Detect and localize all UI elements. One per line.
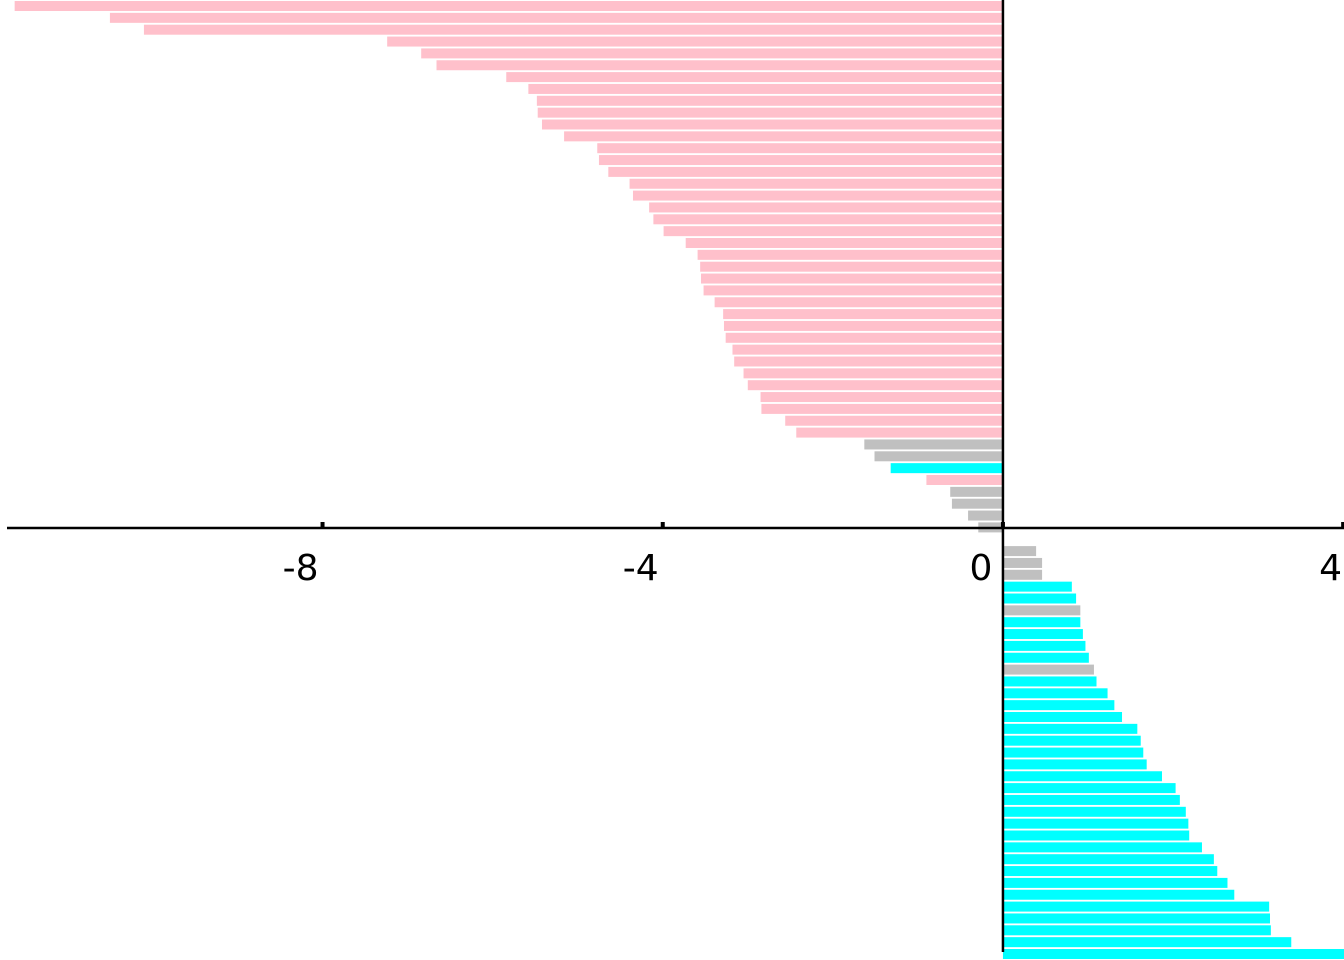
bar-15 — [608, 166, 1003, 177]
bar-69 — [1002, 818, 1189, 829]
bar-25 — [703, 285, 1003, 296]
bar-13 — [597, 143, 1003, 154]
bar-34 — [760, 392, 1003, 403]
bar-44 — [968, 510, 1003, 521]
bar-59 — [1002, 700, 1115, 711]
bar-41 — [926, 475, 1003, 485]
bar-61 — [1002, 723, 1138, 734]
bar-7 — [506, 72, 1003, 83]
bar-74 — [1002, 877, 1228, 888]
bar-6 — [436, 60, 1003, 71]
bar-36 — [785, 415, 1003, 426]
bar-50 — [1002, 593, 1077, 604]
bar-46 — [1002, 546, 1037, 557]
x-tick-label: -4 — [623, 548, 659, 589]
bar-72 — [1002, 854, 1214, 865]
bar-73 — [1002, 866, 1218, 877]
bars-group — [14, 1, 1344, 959]
bar-43 — [951, 498, 1003, 509]
bar-66 — [1002, 783, 1176, 794]
bar-48 — [1002, 569, 1043, 580]
bar-20 — [663, 226, 1003, 237]
bar-38 — [864, 439, 1003, 450]
bar-68 — [1002, 806, 1186, 817]
bar-65 — [1002, 771, 1162, 782]
bar-18 — [649, 202, 1003, 213]
bar-3 — [143, 24, 1003, 35]
bar-12 — [564, 131, 1003, 142]
bar-60 — [1002, 712, 1123, 722]
bar-40 — [890, 463, 1003, 474]
bar-58 — [1002, 688, 1108, 699]
x-ticks-group: -8 -4 0 4 — [283, 522, 1344, 589]
bar-64 — [1002, 759, 1147, 770]
bar-31 — [734, 356, 1003, 367]
bar-14 — [598, 155, 1003, 166]
bar-75 — [1002, 889, 1235, 900]
bar-62 — [1002, 735, 1141, 746]
bar-51 — [1002, 605, 1081, 616]
bar-37 — [796, 427, 1003, 438]
bar-24 — [701, 273, 1003, 284]
bar-33 — [747, 380, 1003, 391]
bar-22 — [697, 249, 1003, 260]
bar-78 — [1002, 925, 1271, 936]
axes-group — [7, 0, 1344, 952]
x-tick-label: 0 — [969, 548, 992, 589]
bar-4 — [387, 36, 1003, 47]
bar-8 — [528, 83, 1003, 94]
bar-29 — [725, 332, 1003, 343]
bar-30 — [732, 344, 1003, 355]
bar-54 — [1002, 640, 1086, 651]
bar-1 — [14, 1, 1003, 11]
bar-35 — [761, 403, 1003, 414]
bar-16 — [629, 178, 1003, 189]
bar-71 — [1002, 842, 1202, 853]
bar-23 — [700, 261, 1003, 272]
bar-5 — [421, 48, 1003, 59]
bar-17 — [632, 190, 1003, 201]
bar-28 — [723, 320, 1003, 331]
bar-49 — [1002, 581, 1072, 592]
bar-47 — [1002, 557, 1043, 568]
bar-27 — [723, 309, 1003, 320]
bar-79 — [1002, 937, 1292, 948]
bar-55 — [1002, 652, 1089, 663]
x-tick-label: -8 — [283, 548, 319, 589]
bar-56 — [1002, 664, 1094, 675]
bar-2 — [109, 12, 1003, 23]
bar-67 — [1002, 794, 1180, 805]
bar-32 — [743, 368, 1003, 379]
bar-52 — [1002, 617, 1081, 628]
bar-10 — [537, 107, 1003, 118]
x-tick-label: 4 — [1319, 548, 1342, 589]
bar-11 — [541, 119, 1003, 130]
bar-53 — [1002, 629, 1083, 640]
bar-9 — [536, 95, 1003, 106]
bar-76 — [1002, 901, 1270, 912]
bar-21 — [685, 238, 1003, 248]
bar-70 — [1002, 830, 1190, 841]
bar-42 — [950, 486, 1003, 497]
bar-57 — [1002, 676, 1097, 687]
bar-39 — [874, 451, 1003, 462]
bar-77 — [1002, 913, 1271, 924]
bar-19 — [653, 214, 1003, 225]
bar-63 — [1002, 747, 1144, 758]
bar-26 — [714, 297, 1003, 308]
bar-80 — [1002, 949, 1344, 959]
